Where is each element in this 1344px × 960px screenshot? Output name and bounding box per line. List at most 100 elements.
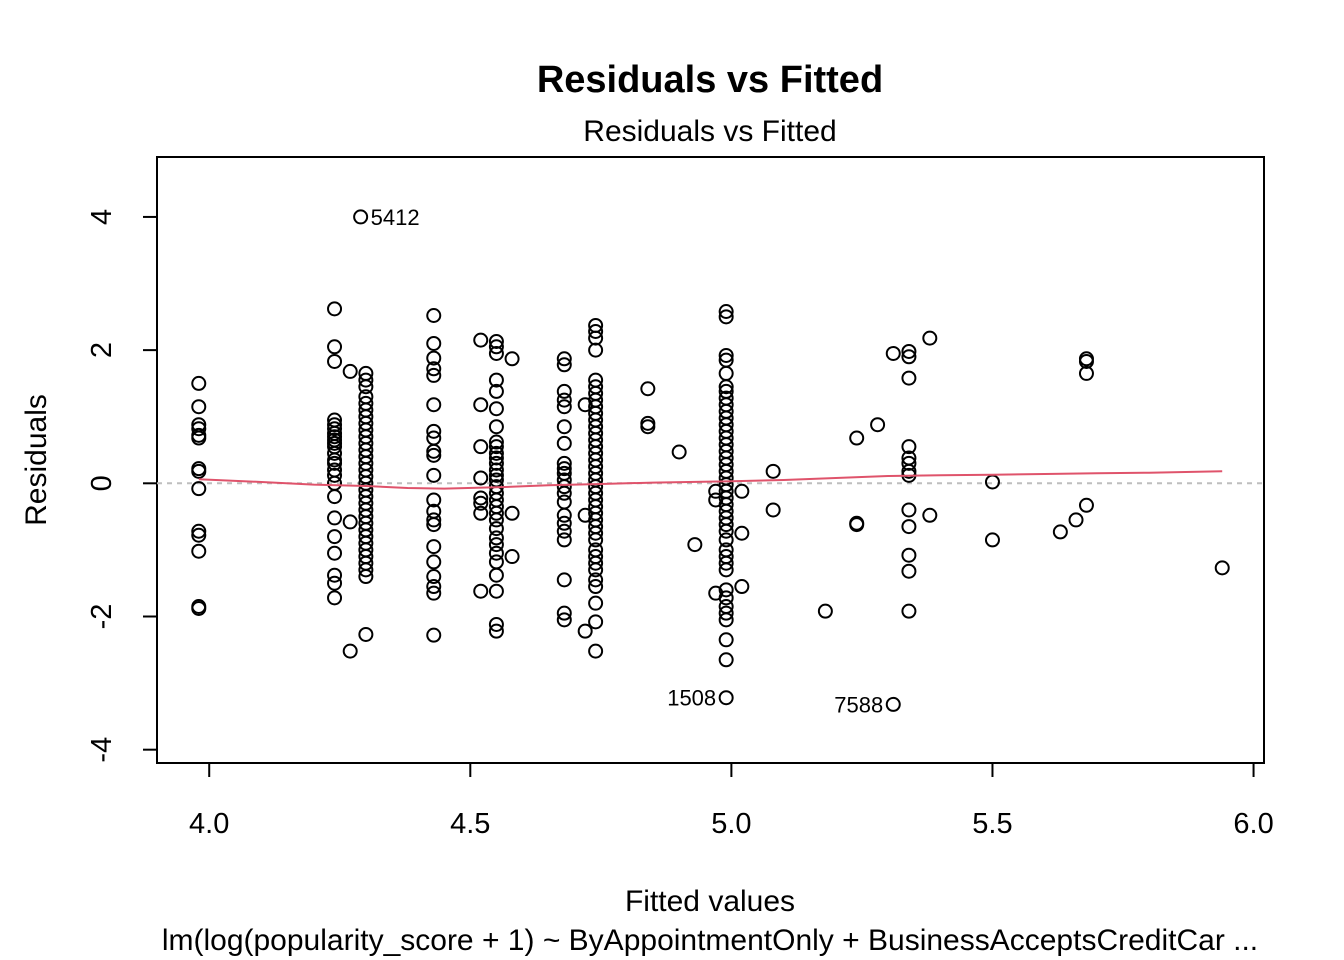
data-point	[901, 343, 917, 359]
data-point	[718, 555, 734, 571]
data-point	[1052, 524, 1068, 540]
data-point	[327, 421, 343, 437]
data-point	[734, 483, 750, 499]
data-point	[556, 455, 572, 471]
data-point	[556, 515, 572, 531]
data-point	[556, 351, 572, 367]
outlier-label: 5412	[371, 205, 420, 230]
data-point	[191, 481, 207, 497]
data-point	[984, 532, 1000, 548]
x-tick-label: 5.0	[711, 808, 751, 840]
data-point	[588, 643, 604, 659]
data-point	[588, 614, 604, 630]
data-point	[426, 554, 442, 570]
data-point	[556, 399, 572, 415]
data-point	[718, 690, 734, 706]
data-point	[718, 517, 734, 533]
data-point	[426, 467, 442, 483]
outlier-label: 1508	[667, 686, 716, 711]
data-point	[488, 455, 504, 471]
data-point	[327, 510, 343, 526]
data-point	[901, 463, 917, 479]
data-point	[556, 507, 572, 523]
data-point	[327, 445, 343, 461]
data-point	[640, 381, 656, 397]
y-tick-label: -4	[86, 737, 118, 763]
data-point	[556, 479, 572, 495]
data-point	[426, 367, 442, 383]
data-point	[327, 417, 343, 433]
data-point	[191, 543, 207, 559]
data-point	[342, 363, 358, 379]
data-point	[488, 567, 504, 583]
data-point	[327, 301, 343, 317]
data-point	[901, 370, 917, 386]
y-tick-label: -2	[86, 604, 118, 630]
data-point	[577, 623, 593, 639]
data-point	[984, 474, 1000, 490]
data-point	[488, 545, 504, 561]
data-point	[488, 445, 504, 461]
data-point	[671, 444, 687, 460]
data-point	[640, 419, 656, 435]
x-tick-label: 5.5	[972, 808, 1012, 840]
data-point	[473, 470, 489, 486]
data-point	[1078, 365, 1094, 381]
data-point	[885, 345, 901, 361]
data-point	[191, 601, 207, 617]
data-point	[588, 555, 604, 571]
data-point	[327, 567, 343, 583]
data-point	[488, 450, 504, 466]
data-point	[718, 309, 734, 325]
data-point	[191, 463, 207, 479]
data-point	[191, 399, 207, 415]
x-axis-label: Fitted values	[625, 885, 795, 918]
y-axis-label: Residuals	[20, 394, 53, 526]
data-point	[488, 530, 504, 546]
data-point	[687, 537, 703, 553]
data-point	[426, 517, 442, 533]
data-point	[488, 467, 504, 483]
data-point	[358, 379, 374, 395]
data-point	[488, 462, 504, 478]
data-point	[556, 494, 572, 510]
data-point	[504, 351, 520, 367]
data-point	[556, 523, 572, 539]
data-point	[191, 375, 207, 391]
data-point	[849, 430, 865, 446]
data-point	[588, 330, 604, 346]
data-point	[426, 447, 442, 463]
data-point	[922, 330, 938, 346]
data-point	[342, 514, 358, 530]
data-point	[765, 463, 781, 479]
data-point	[473, 583, 489, 599]
data-point	[426, 443, 442, 459]
data-point	[426, 579, 442, 595]
x-tick-label: 6.0	[1233, 808, 1273, 840]
data-point	[718, 582, 734, 598]
model-caption: lm(log(popularity_score + 1) ~ ByAppoint…	[162, 924, 1258, 957]
x-tick-label: 4.5	[450, 808, 490, 840]
data-point	[488, 505, 504, 521]
data-point	[327, 455, 343, 471]
data-point	[1078, 353, 1094, 369]
data-point	[488, 401, 504, 417]
data-point	[718, 532, 734, 548]
data-point	[426, 335, 442, 351]
data-point	[488, 372, 504, 388]
data-point	[488, 537, 504, 553]
data-point	[488, 616, 504, 632]
data-point	[556, 612, 572, 628]
data-point	[488, 419, 504, 435]
data-point	[588, 525, 604, 541]
data-point	[488, 623, 504, 639]
data-point	[488, 583, 504, 599]
data-point	[358, 569, 374, 585]
data-point	[556, 461, 572, 477]
y-tick-label: 4	[86, 209, 118, 225]
data-point	[426, 539, 442, 555]
outlier-annotations: 5412 1508 7588	[371, 205, 884, 717]
data-point	[327, 545, 343, 561]
data-point	[708, 483, 724, 499]
smoother-line	[198, 470, 1223, 490]
